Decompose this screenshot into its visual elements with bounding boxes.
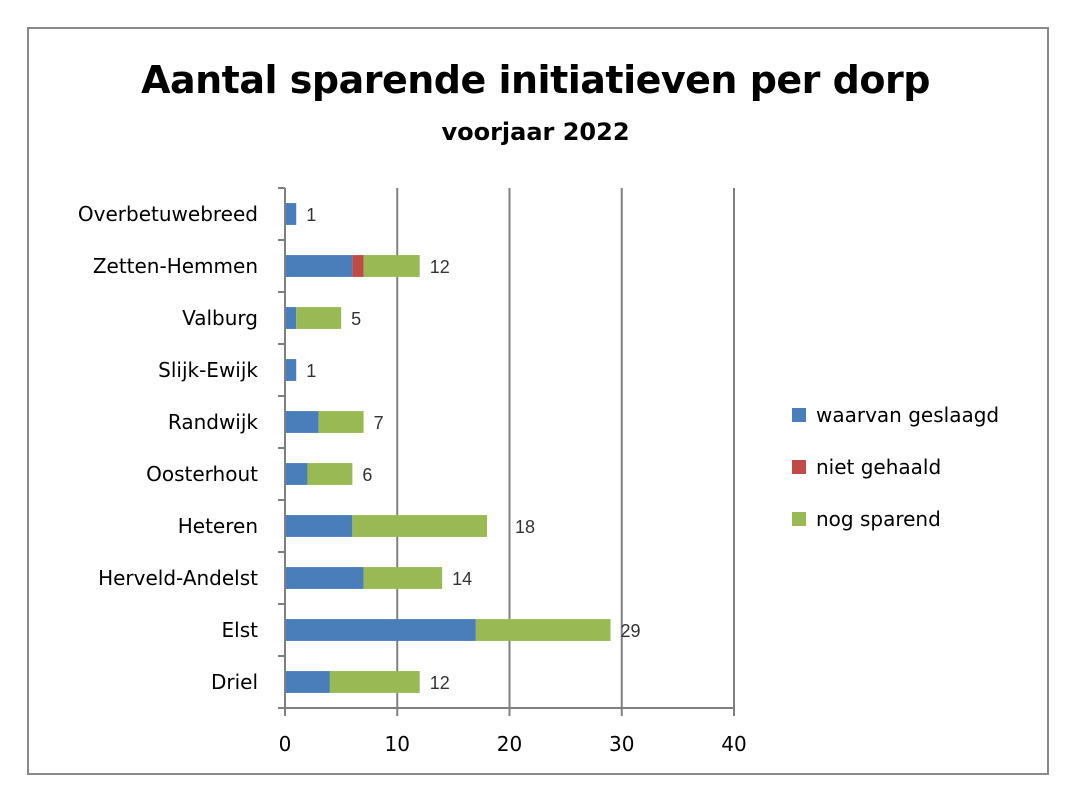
data-label-total: 12 [430,673,450,693]
bar-nog-sparend-Valburg [296,307,342,329]
bar-nog-sparend-Elst [475,619,611,641]
bar-nog-sparend-Zetten-Hemmen [363,255,420,277]
legend-swatch [792,460,806,474]
bar-nog-sparend-Oosterhout [307,463,353,485]
chart-subtitle: voorjaar 2022 [441,118,630,146]
bar-waarvan-geslaagd-Valburg [285,307,297,329]
category-label: Herveld-Andelst [98,566,258,590]
bar-waarvan-geslaagd-Heteren [285,515,353,537]
data-label-total: 29 [621,621,641,641]
category-label: Oosterhout [146,462,258,486]
category-labels: Overbetuwebreed Zetten-Hemmen Valburg Slijk… [78,202,258,694]
category-label: Driel [211,670,258,694]
bar-nog-sparend-Randwijk [318,411,364,433]
data-label-total: 1 [306,361,316,381]
category-label: Randwijk [168,410,259,434]
x-tick-label: 30 [609,732,634,756]
category-label: Valburg [182,306,258,330]
x-tick-label: 40 [721,732,746,756]
legend-label: niet gehaald [816,455,941,479]
bars [285,203,611,693]
category-label: Slijk-Ewijk [158,358,258,382]
category-label: Zetten-Hemmen [93,254,258,278]
bar-waarvan-geslaagd-Elst [285,619,476,641]
chart-title: Aantal sparende initiatieven per dorp [141,58,930,102]
data-label-total: 6 [362,465,372,485]
chart-frame [27,27,1049,775]
data-label-total: 5 [351,309,361,329]
bar-waarvan-geslaagd-Zetten-Hemmen [285,255,353,277]
bar-waarvan-geslaagd-Oosterhout [285,463,308,485]
bar-waarvan-geslaagd-Herveld-Andelst [285,567,364,589]
x-tick-label: 10 [385,732,410,756]
data-label-total: 18 [515,517,535,537]
tick-labels: 0 10 20 30 40 [279,732,747,756]
bar-nog-sparend-Herveld-Andelst [363,567,443,589]
x-tick-label: 20 [497,732,522,756]
bar-waarvan-geslaagd-Driel [285,671,330,693]
axes [278,187,735,716]
bar-waarvan-geslaagd-Slijk-Ewijk [285,359,297,381]
bar-niet-gehaald-Zetten-Hemmen [352,255,364,277]
data-labels: 1 12 5 1 7 6 18 14 29 12 [306,205,640,693]
category-label: Elst [222,618,259,642]
bar-nog-sparend-Driel [329,671,420,693]
category-label: Overbetuwebreed [78,202,258,226]
bar-waarvan-geslaagd-Overbetuwebreed [285,203,297,225]
data-label-total: 12 [430,257,450,277]
legend: waarvan geslaagd niet gehaald nog sparend [792,403,999,531]
data-label-total: 14 [452,569,472,589]
legend-swatch [792,408,806,422]
bar-waarvan-geslaagd-Randwijk [285,411,319,433]
data-label-total: 7 [374,413,384,433]
bar-nog-sparend-Heteren [352,515,488,537]
category-label: Heteren [178,514,258,538]
legend-swatch [792,512,806,526]
data-label-total: 1 [306,205,316,225]
legend-label: nog sparend [816,507,941,531]
legend-label: waarvan geslaagd [816,403,999,427]
x-tick-label: 0 [279,732,292,756]
